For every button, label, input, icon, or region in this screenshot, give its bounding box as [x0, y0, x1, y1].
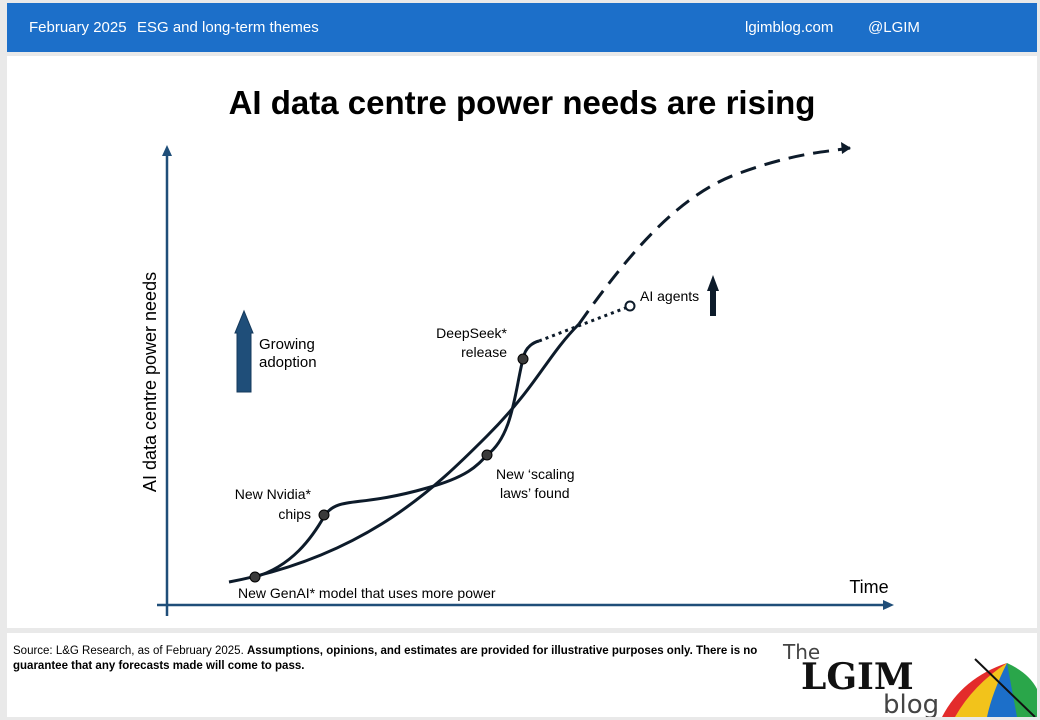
scaling-laws-point — [481, 449, 493, 461]
page-title: AI data centre power needs are rising — [228, 84, 816, 121]
adoption-curve-projection — [577, 146, 851, 325]
top-banner: February 2025 ESG and long-term themes l… — [7, 3, 1037, 52]
power-needs-diagram: AI data centre power needs Time Growing … — [140, 142, 894, 616]
x-axis-label: Time — [849, 577, 888, 597]
x-axis-arrowhead — [883, 600, 894, 610]
y-axis-label: AI data centre power needs — [140, 272, 160, 492]
adoption-label-line1: Growing — [259, 336, 315, 353]
event-curve — [254, 358, 525, 579]
ai-agents-arrow — [707, 275, 719, 316]
nvidia-label-line1: New Nvidia* — [235, 486, 312, 502]
slide-panel: AI data centre power needs are rising AI… — [7, 56, 1037, 628]
category-link[interactable]: ESG and long-term themes — [137, 19, 319, 36]
lgim-blog-logo[interactable]: The LGIM blog — [777, 633, 1037, 717]
source-text: Source: L&G Research, as of February 202… — [13, 645, 244, 657]
nvidia-label-line2: chips — [278, 506, 311, 522]
logo-blog: blog — [883, 690, 939, 717]
twitter-handle-link[interactable]: @LGIM — [868, 19, 920, 36]
projection-arrowhead — [841, 142, 851, 154]
ai-agents-point — [624, 300, 636, 312]
y-axis-arrowhead — [162, 145, 172, 156]
umbrella-icon — [942, 658, 1037, 717]
disclaimer-text: Assumptions, opinions, and estimates are… — [13, 645, 758, 672]
adoption-label-line2: adoption — [259, 354, 317, 371]
adoption-curve — [228, 322, 581, 584]
logo-brand: LGIM — [801, 656, 914, 698]
growing-adoption-arrow — [234, 309, 254, 393]
date-label: February 2025 — [29, 19, 127, 36]
deepseek-label-line1: DeepSeek* — [436, 325, 507, 341]
footer: Source: L&G Research, as of February 202… — [7, 633, 1037, 717]
genai-label: New GenAI* model that uses more power — [238, 585, 496, 601]
scaling-label-line2: laws’ found — [500, 485, 570, 501]
genai-point — [249, 571, 261, 583]
deepseek-label-line2: release — [461, 344, 507, 360]
ai-agents-label: AI agents — [640, 288, 699, 304]
deepseek-point — [517, 353, 529, 365]
source-note: Source: L&G Research, as of February 202… — [13, 644, 763, 674]
scaling-label-line1: New ‘scaling — [496, 466, 575, 482]
site-link[interactable]: lgimblog.com — [745, 19, 834, 36]
ai-agents-dotted-path — [538, 305, 629, 343]
logo-the: The — [782, 640, 820, 664]
nvidia-point — [318, 509, 330, 521]
